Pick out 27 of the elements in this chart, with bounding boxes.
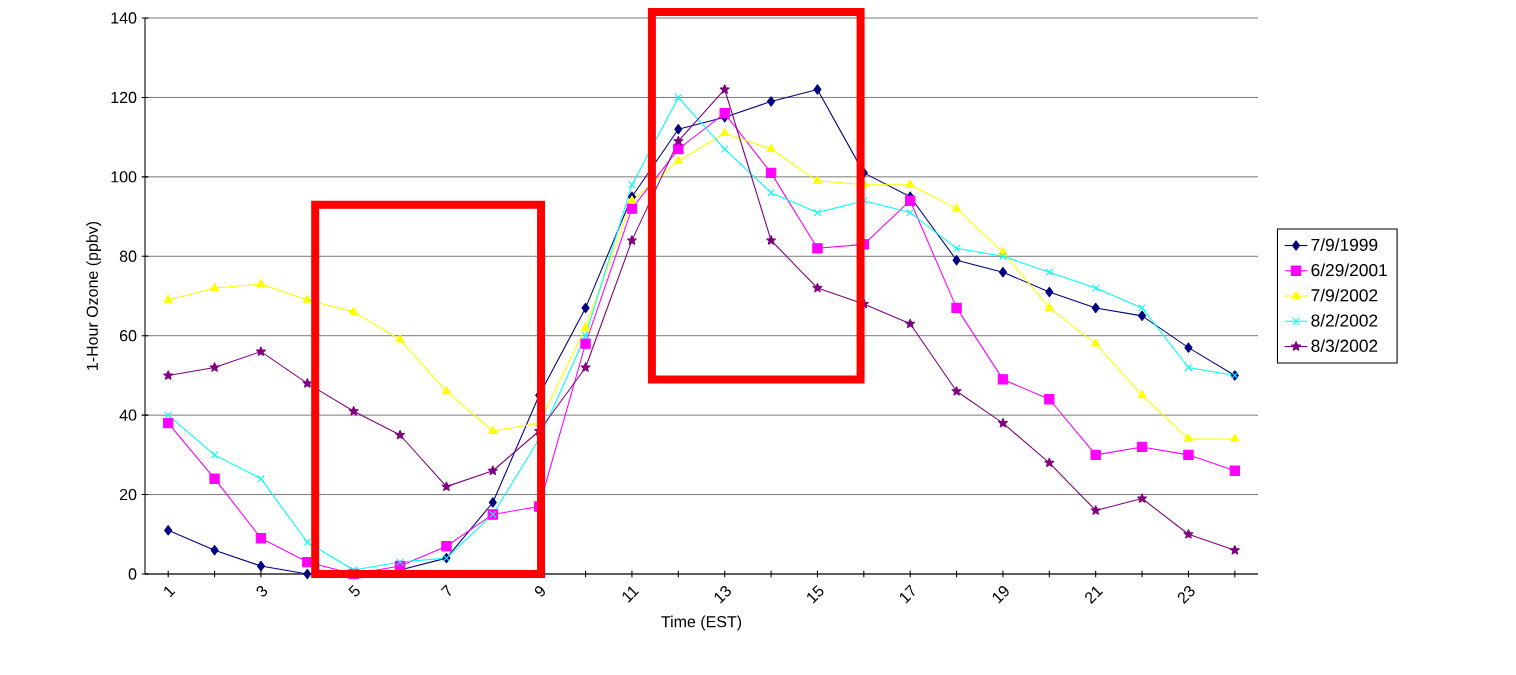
x-tick-label: 3	[256, 585, 268, 597]
y-tick-label: 80	[119, 250, 137, 262]
x-tick-label: 5	[348, 584, 360, 597]
x-tick-label: 15	[807, 584, 824, 604]
x-tick-label: 7	[440, 584, 451, 597]
y-tick-label: 40	[119, 409, 137, 421]
legend-label: 8/2/2002	[1311, 313, 1378, 327]
x-tick-label: 11	[622, 586, 640, 603]
x-tick-label: 1	[164, 586, 176, 598]
x-tick-label: 23	[1177, 585, 1195, 604]
x-tick-label: 19	[992, 586, 1009, 604]
legend-label: 6/29/2001	[1311, 263, 1387, 277]
legend-label: 7/9/1999	[1311, 238, 1378, 251]
y-tick-label: 20	[119, 488, 137, 501]
y-tick-label: 0	[128, 568, 137, 580]
x-tick-label: 21	[1085, 586, 1104, 604]
x-tick-label: 9	[534, 586, 545, 597]
y-tick-label: 100	[111, 171, 137, 183]
y-tick-label: 140	[111, 12, 137, 24]
y-tick-label: 120	[111, 91, 137, 104]
x-tick-label: 17	[899, 584, 915, 604]
y-tick-label: 60	[119, 330, 137, 342]
y-axis-title: 1-Hour Ozone (ppbv)	[86, 221, 102, 370]
x-tick-label: 13	[714, 585, 731, 604]
legend-label: 8/3/2002	[1311, 339, 1378, 352]
x-axis-title: Time (EST)	[661, 615, 742, 631]
legend-label: 7/9/2002	[1311, 288, 1378, 302]
